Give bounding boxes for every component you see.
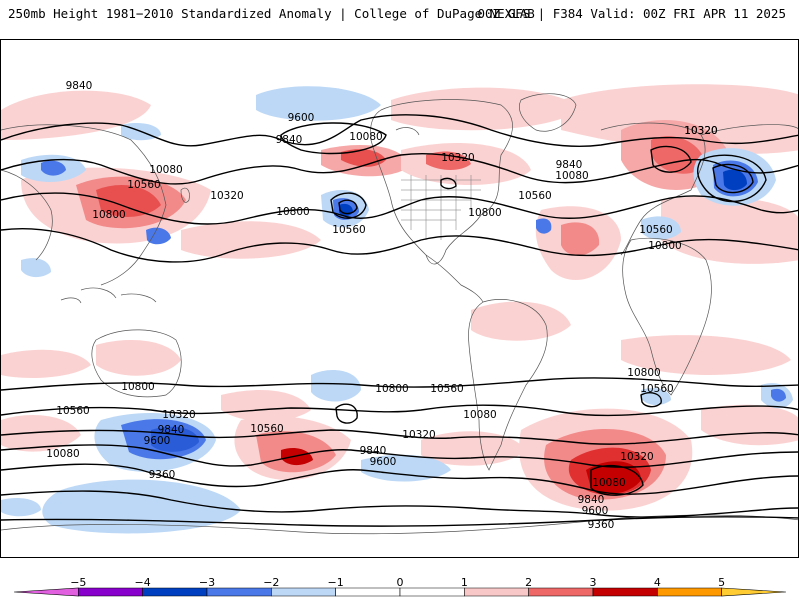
contour-label: 10800 — [648, 240, 681, 252]
colorbar-segment — [13, 587, 79, 597]
contour-label: 9840 — [578, 494, 605, 506]
contour-label: 10560 — [640, 383, 673, 395]
colorbar-tick-label: 5 — [718, 576, 726, 589]
colorbar-tick-label: −2 — [263, 576, 280, 589]
colorbar — [13, 587, 787, 597]
contour-label: 10320 — [684, 125, 717, 137]
contour-label: 10320 — [620, 451, 653, 463]
colorbar-tick-label: 1 — [460, 576, 468, 589]
colorbar-tick-label: 0 — [396, 576, 404, 589]
colorbar-segment — [206, 587, 272, 597]
colorbar-tick-label: 4 — [653, 576, 661, 589]
colorbar-segment — [142, 587, 208, 597]
colorbar-segment — [271, 587, 336, 597]
model-run-info: 00Z GFS | F384 Valid: 00Z FRI APR 11 202… — [477, 6, 786, 21]
contour-label: 9360 — [149, 469, 176, 481]
contour-label: 10800 — [468, 207, 501, 219]
colorbar-segment — [528, 587, 594, 597]
colorbar-segment — [592, 587, 658, 597]
colorbar-segment — [78, 587, 143, 597]
anomaly-map: 9840 9600 9840 10080 10320 10320 10080 1… — [1, 80, 798, 535]
contour-label: 9360 — [588, 519, 615, 531]
contour-label: 10800 — [375, 383, 408, 395]
colorbar-segment — [721, 587, 787, 597]
contour-label: 10080 — [592, 477, 625, 489]
contour-label: 10560 — [250, 423, 283, 435]
colorbar-tick-label: −1 — [327, 576, 344, 589]
contour-label: 10560 — [639, 224, 672, 236]
contour-label: 10320 — [210, 190, 243, 202]
contour-label: 10560 — [56, 405, 89, 417]
contour-label: 10080 — [46, 448, 79, 460]
contour-label: 9840 — [556, 159, 583, 171]
colorbar-tick-label: −3 — [198, 576, 216, 589]
contour-label: 9600 — [582, 505, 609, 517]
contour-label: 10080 — [149, 164, 182, 176]
colorbar-tick-label: 2 — [525, 576, 533, 589]
contour-label: 10800 — [627, 367, 660, 379]
height-contours — [1, 114, 798, 527]
colorbar-tick-label: −4 — [134, 576, 151, 589]
contour-label: 10560 — [332, 224, 365, 236]
colorbar-segment — [657, 587, 722, 597]
colorbar-segment — [335, 587, 401, 597]
contour-label: 10320 — [402, 429, 435, 441]
contour-label: 10320 — [684, 125, 717, 137]
contour-label: 10320 — [441, 152, 474, 164]
contour-label: 10560 — [518, 190, 551, 202]
colorbar-segment — [399, 587, 465, 597]
contour-label: 9600 — [288, 112, 315, 124]
contour-label: 9840 — [158, 424, 185, 436]
contour-label: 10800 — [92, 209, 125, 221]
colorbar-segments — [13, 587, 787, 597]
contour-label: 10080 — [555, 170, 588, 182]
header-bar: 250mb Height 1981−2010 Standardized Anom… — [0, 0, 800, 28]
map-title: 250mb Height 1981−2010 Standardized Anom… — [8, 6, 535, 21]
colorbar-segment — [464, 587, 529, 597]
colorbar-tick-label: −5 — [70, 576, 87, 589]
contour-labels: 9840 9600 9840 10080 10320 10320 10080 1… — [46, 80, 717, 531]
contour-label: 10560 — [430, 383, 463, 395]
contour-label: 10560 — [127, 179, 160, 191]
positive-anomaly-shading — [1, 84, 798, 511]
contour-label: 9600 — [370, 456, 397, 468]
colorbar-tick-label: 3 — [589, 576, 597, 589]
contour-label: 9600 — [144, 435, 171, 447]
contour-label: 10080 — [349, 131, 382, 143]
contour-label: 10320 — [162, 409, 195, 421]
contour-label: 9840 — [276, 134, 303, 146]
contour-label: 9840 — [360, 445, 387, 457]
contour-label: 10800 — [276, 206, 309, 218]
map-panel[interactable]: 9840 9600 9840 10080 10320 10320 10080 1… — [0, 39, 799, 558]
contour-label: 10080 — [463, 409, 496, 421]
contour-label: 9840 — [66, 80, 93, 92]
contour-label: 10800 — [121, 381, 154, 393]
